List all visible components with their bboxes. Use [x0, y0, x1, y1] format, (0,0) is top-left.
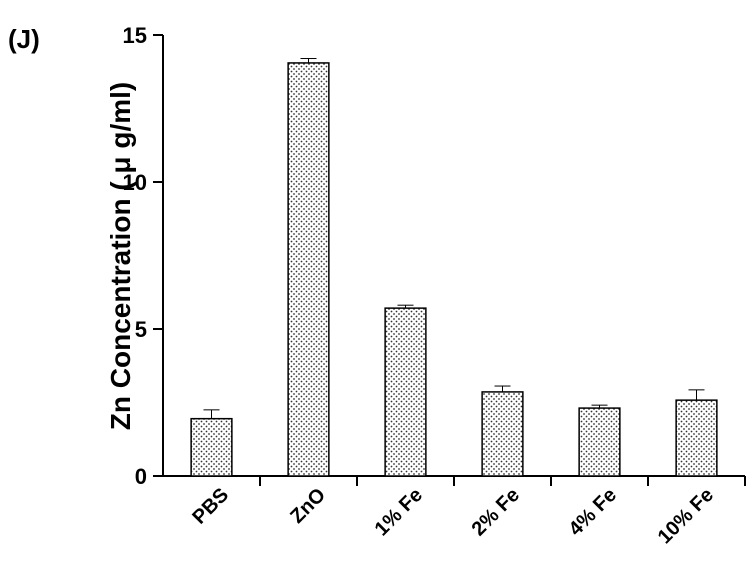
- x-tick-label: 4% Fe: [565, 484, 621, 540]
- x-tick-label: 10% Fe: [654, 484, 718, 548]
- bar: [675, 399, 718, 477]
- panel-label: (J): [8, 24, 40, 54]
- x-tick-label: 1% Fe: [371, 484, 427, 540]
- bar: [578, 407, 621, 477]
- bar: [190, 417, 233, 477]
- y-tick-label: 15: [123, 23, 147, 48]
- x-tick-label: 2% Fe: [468, 484, 524, 540]
- y-tick-label: 10: [123, 170, 147, 195]
- y-tick-label: 5: [135, 317, 147, 342]
- bar: [287, 62, 330, 477]
- bar: [384, 307, 427, 477]
- x-tick-label: ZnO: [286, 484, 330, 528]
- bar: [481, 391, 524, 477]
- y-axis-label: Zn Concentration ( μ g/ml): [105, 82, 136, 430]
- y-tick-label: 0: [135, 464, 147, 489]
- x-tick-label: PBS: [188, 484, 233, 529]
